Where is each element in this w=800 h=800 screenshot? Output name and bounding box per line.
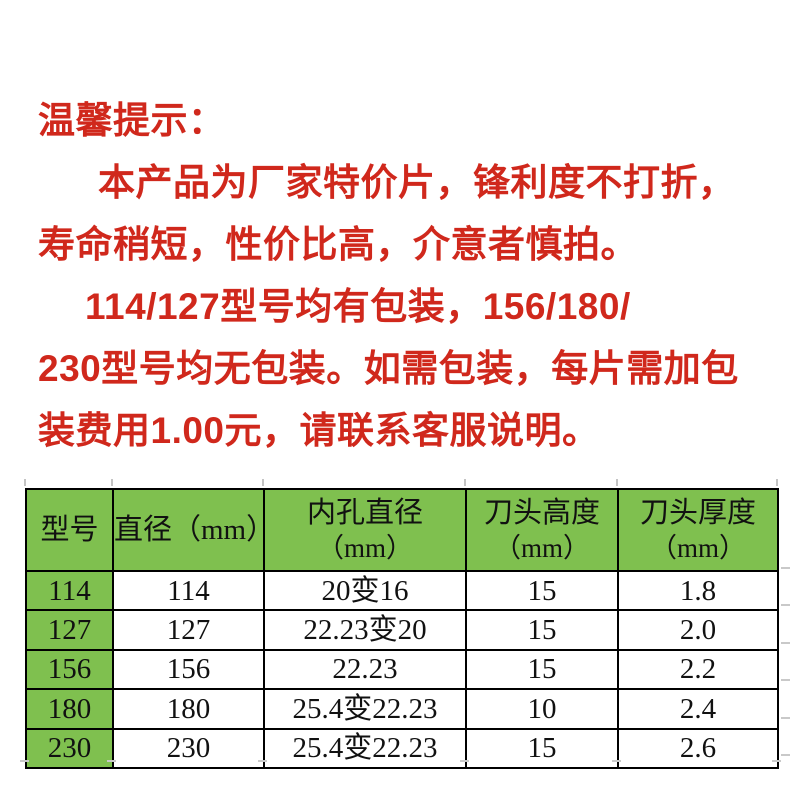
header-bore-unit: （mm）: [316, 533, 413, 563]
cell-diameter: 156: [112, 648, 265, 691]
cell-height: 15: [465, 609, 619, 651]
grid-tick: [258, 760, 267, 762]
cell-model: 114: [25, 569, 114, 612]
grid-tick: [460, 760, 469, 762]
notice-title: 温馨提示：: [38, 100, 226, 141]
cell-diameter: 127: [112, 609, 265, 651]
notice-line: 114/127型号均有包装，156/180/: [85, 286, 631, 327]
grid-tick: [24, 479, 26, 486]
header-bore: 内孔直径 （mm）: [263, 488, 467, 572]
grid-tick: [781, 679, 790, 681]
header-model: 型号: [25, 488, 114, 572]
grid-tick: [772, 760, 781, 762]
grid-tick: [781, 642, 790, 644]
header-tip-thickness: 刀头厚度 （mm）: [617, 488, 779, 572]
grid-tick: [612, 760, 621, 762]
header-model-label: 型号: [40, 514, 99, 546]
cell-diameter: 180: [112, 688, 265, 730]
header-diameter: 直径（mm）: [112, 488, 265, 572]
table-row: 156 156 22.23 15 2.2: [25, 648, 779, 691]
grid-tick: [107, 760, 116, 762]
cell-bore: 25.4变22.23: [263, 688, 467, 730]
cell-model: 180: [25, 688, 114, 730]
cell-thickness: 2.2: [617, 648, 779, 691]
cell-diameter: 230: [112, 727, 265, 769]
notice-line: 230型号均无包装。如需包装，每片需加包: [38, 348, 739, 389]
grid-tick: [262, 479, 264, 486]
header-tip-height: 刀头高度 （mm）: [465, 488, 619, 572]
cell-bore: 20变16: [263, 569, 467, 612]
spec-table: 型号 直径（mm） 内孔直径 （mm） 刀头高度 （mm） 刀头厚度 （mm） 114…: [25, 488, 779, 769]
header-diameter-label: 直径（mm）: [114, 514, 264, 546]
notice-line: 寿命稍短，性价比高，介意者慎拍。: [38, 224, 638, 265]
cell-diameter: 114: [112, 569, 265, 612]
spec-table-header: 型号 直径（mm） 内孔直径 （mm） 刀头高度 （mm） 刀头厚度 （mm）: [25, 488, 779, 572]
cell-thickness: 2.4: [617, 688, 779, 730]
warm-tip-notice: 温馨提示： 本产品为厂家特价片，锋利度不打折， 寿命稍短，性价比高，介意者慎拍。…: [38, 90, 778, 462]
grid-tick: [776, 479, 778, 486]
cell-height: 15: [465, 727, 619, 769]
cell-bore: 25.4变22.23: [263, 727, 467, 769]
header-row: 型号 直径（mm） 内孔直径 （mm） 刀头高度 （mm） 刀头厚度 （mm）: [25, 488, 779, 572]
grid-tick: [111, 479, 113, 486]
grid-tick: [20, 760, 29, 762]
header-tip-height-unit: （mm）: [493, 533, 590, 563]
table-row: 127 127 22.23变20 15 2.0: [25, 609, 779, 651]
table-row: 114 114 20变16 15 1.8: [25, 569, 779, 612]
cell-thickness: 1.8: [617, 569, 779, 612]
spec-table-body: 114 114 20变16 15 1.8 127 127 22.23变20 15…: [25, 569, 779, 769]
cell-height: 15: [465, 648, 619, 691]
grid-tick: [781, 567, 790, 569]
cell-model: 230: [25, 727, 114, 769]
cell-thickness: 2.6: [617, 727, 779, 769]
header-tip-height-label: 刀头高度: [483, 497, 600, 529]
cell-model: 156: [25, 648, 114, 691]
cell-thickness: 2.0: [617, 609, 779, 651]
cell-bore: 22.23变20: [263, 609, 467, 651]
header-bore-label: 内孔直径: [306, 497, 423, 529]
cell-bore: 22.23: [263, 648, 467, 691]
table-row: 230 230 25.4变22.23 15 2.6: [25, 727, 779, 769]
header-tip-thickness-label: 刀头厚度: [639, 497, 756, 529]
grid-tick: [616, 479, 618, 486]
notice-line: 装费用1.00元，请联系客服说明。: [38, 410, 600, 451]
cell-height: 10: [465, 688, 619, 730]
header-tip-thickness-unit: （mm）: [649, 533, 746, 563]
notice-line: 本产品为厂家特价片，锋利度不打折，: [98, 162, 736, 203]
grid-tick: [464, 479, 466, 486]
grid-tick: [781, 717, 790, 719]
cell-height: 15: [465, 569, 619, 612]
grid-tick: [781, 754, 790, 756]
grid-tick: [781, 604, 790, 606]
table-row: 180 180 25.4变22.23 10 2.4: [25, 688, 779, 730]
cell-model: 127: [25, 609, 114, 651]
